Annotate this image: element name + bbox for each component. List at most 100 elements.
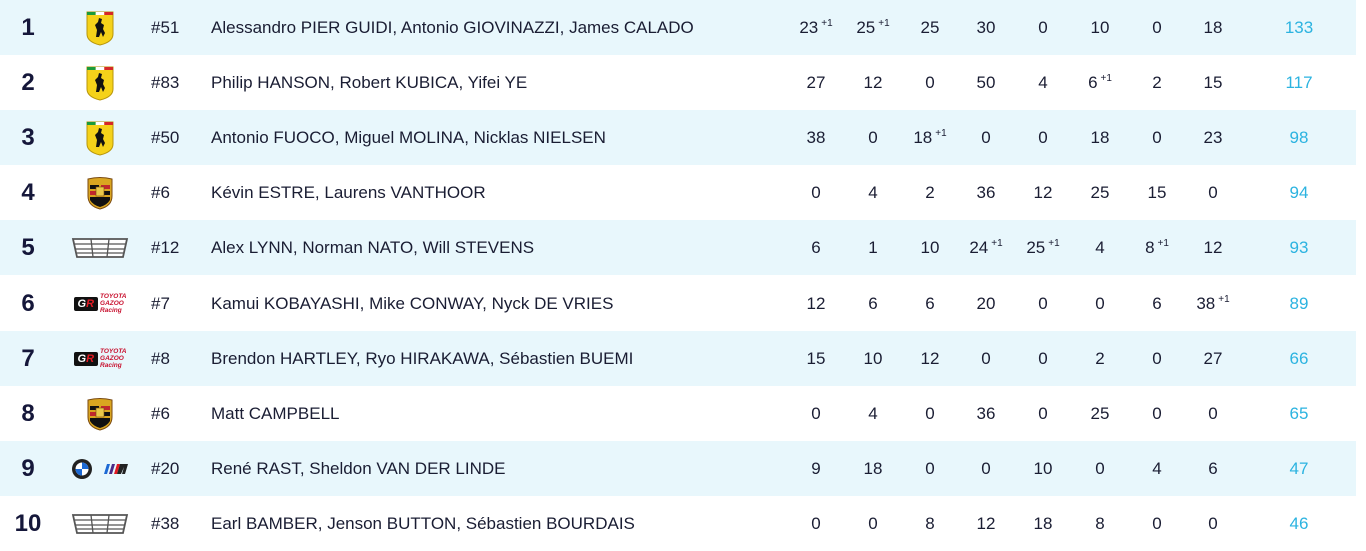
bonus-point: +1 [1100, 73, 1112, 84]
table-row[interactable]: 6 GR TOYOTA GAZOO Racing #7 Kamui KOBAYASHI… [0, 276, 1356, 331]
points-value: 18 [913, 127, 933, 147]
points-value: 0 [1152, 403, 1162, 423]
manufacturer-logo [62, 220, 138, 275]
car-number: #83 [151, 72, 180, 92]
points-value: 18 [863, 458, 883, 478]
race-points-cell: 4 [1072, 220, 1128, 275]
points-value: 0 [1208, 182, 1218, 202]
race-points-cell: 0 [958, 331, 1014, 386]
bonus-point: +1 [1048, 238, 1060, 249]
points-value: 0 [1038, 293, 1048, 313]
car-number: #7 [151, 293, 170, 313]
race-points-cell: 8 [902, 496, 958, 551]
manufacturer-logo [62, 386, 138, 441]
points-value: 0 [1208, 403, 1218, 423]
race-points-cell: 18 +1 [902, 110, 958, 165]
race-points-cell: 0 [1129, 331, 1185, 386]
race-points-cell: 25 [1072, 165, 1128, 220]
race-points-cell: 18 [845, 441, 901, 496]
race-points-cell: 4 [845, 386, 901, 441]
race-points-cell: 38 [788, 110, 844, 165]
race-points-cell: 15 [1129, 165, 1185, 220]
points-value: 0 [868, 127, 878, 147]
points-value: 0 [925, 403, 935, 423]
table-row[interactable]: 9 #20 René RAST, Sheldon VAN DER LINDE 9 18… [0, 441, 1356, 496]
points-value: 36 [976, 182, 996, 202]
race-points-cell: 0 [1129, 0, 1185, 55]
ferrari-logo-icon [86, 121, 114, 156]
race-points-cell: 0 [958, 441, 1014, 496]
race-points-cell: 0 [1015, 386, 1071, 441]
points-value: 0 [811, 403, 821, 423]
points-value: 0 [1152, 348, 1162, 368]
drivers-names: Brendon HARTLEY, Ryo HIRAKAWA, Sébastien… [211, 348, 634, 368]
car-number: #51 [151, 17, 180, 37]
race-points-cell: 36 [958, 165, 1014, 220]
bmw-m-logo-icon [71, 458, 129, 480]
race-points-cell: 10 [902, 220, 958, 275]
table-row[interactable]: 7 GR TOYOTA GAZOO Racing #8 Brendon HARTLEY… [0, 331, 1356, 386]
race-points-cell: 6 [845, 276, 901, 331]
total-points: 47 [1289, 458, 1309, 478]
total-points: 93 [1289, 237, 1309, 257]
points-value: 6 [811, 237, 821, 257]
points-value: 8 [1095, 513, 1105, 533]
points-value: 4 [868, 182, 878, 202]
points-value: 18 [1090, 127, 1110, 147]
race-points-cell: 4 [1129, 441, 1185, 496]
total-points: 66 [1289, 348, 1309, 368]
points-value: 25 [856, 17, 876, 37]
table-row[interactable]: 5 #12 Alex LYNN, Norman NATO, Will STEVEN… [0, 220, 1356, 275]
points-value: 12 [806, 293, 826, 313]
points-value: 38 [1196, 293, 1216, 313]
drivers-names: Kévin ESTRE, Laurens VANTHOOR [211, 182, 486, 202]
race-points-cell: 18 [1015, 496, 1071, 551]
manufacturer-logo [62, 165, 138, 220]
race-points-cell: 25 +1 [845, 0, 901, 55]
race-points-cell: 12 [902, 331, 958, 386]
points-value: 0 [1152, 17, 1162, 37]
car-number: #12 [151, 237, 180, 257]
race-points-cell: 6 [1129, 276, 1185, 331]
points-value: 12 [1033, 182, 1053, 202]
table-row[interactable]: 2 #83 Philip HANSON, Robert KUBICA, Yifei… [0, 55, 1356, 110]
car-number: #20 [151, 458, 180, 478]
race-points-cell: 12 [1185, 220, 1241, 275]
points-value: 36 [976, 403, 996, 423]
race-points-cell: 27 [788, 55, 844, 110]
drivers-names: Earl BAMBER, Jenson BUTTON, Sébastien BO… [211, 513, 635, 533]
table-row[interactable]: 3 #50 Antonio FUOCO, Miguel MOLINA, Nickl… [0, 110, 1356, 165]
race-points-cell: 24 +1 [958, 220, 1014, 275]
porsche-logo-icon [87, 397, 113, 431]
race-points-cell: 12 [845, 55, 901, 110]
table-row[interactable]: 10 #38 Earl BAMBER, Jenson BUTTON, Sébast… [0, 496, 1356, 551]
points-value: 6 [1088, 72, 1098, 92]
points-value: 2 [1095, 348, 1105, 368]
race-points-cell: 23 [1185, 110, 1241, 165]
points-value: 0 [925, 72, 935, 92]
race-points-cell: 15 [788, 331, 844, 386]
points-value: 0 [1095, 458, 1105, 478]
table-row[interactable]: 1 #51 Alessandro PIER GUIDI, Antonio GIOV… [0, 0, 1356, 55]
manufacturer-logo [62, 496, 138, 551]
points-value: 24 [969, 237, 989, 257]
table-row[interactable]: 4 #6 Kévin ESTRE, Laurens VANTHOOR 0 4 2 36 12… [0, 165, 1356, 220]
points-value: 6 [1152, 293, 1162, 313]
points-value: 4 [1095, 237, 1105, 257]
manufacturer-logo [62, 55, 138, 110]
points-value: 10 [863, 348, 883, 368]
table-row[interactable]: 8 #6 Matt CAMPBELL 0 4 0 36 0 25 0 0 65 [0, 386, 1356, 441]
points-value: 6 [868, 293, 878, 313]
points-value: 4 [1152, 458, 1162, 478]
points-value: 0 [981, 348, 991, 368]
race-points-cell: 0 [1185, 165, 1241, 220]
race-points-cell: 12 [958, 496, 1014, 551]
bonus-point: +1 [991, 238, 1003, 249]
manufacturer-logo: GR TOYOTA GAZOO Racing [62, 276, 138, 331]
race-points-cell: 10 [1072, 0, 1128, 55]
race-points-cell: 2 [902, 165, 958, 220]
manufacturer-logo [62, 110, 138, 165]
position-cell: 3 [21, 123, 35, 151]
race-points-cell: 0 [1015, 276, 1071, 331]
race-points-cell: 0 [788, 165, 844, 220]
